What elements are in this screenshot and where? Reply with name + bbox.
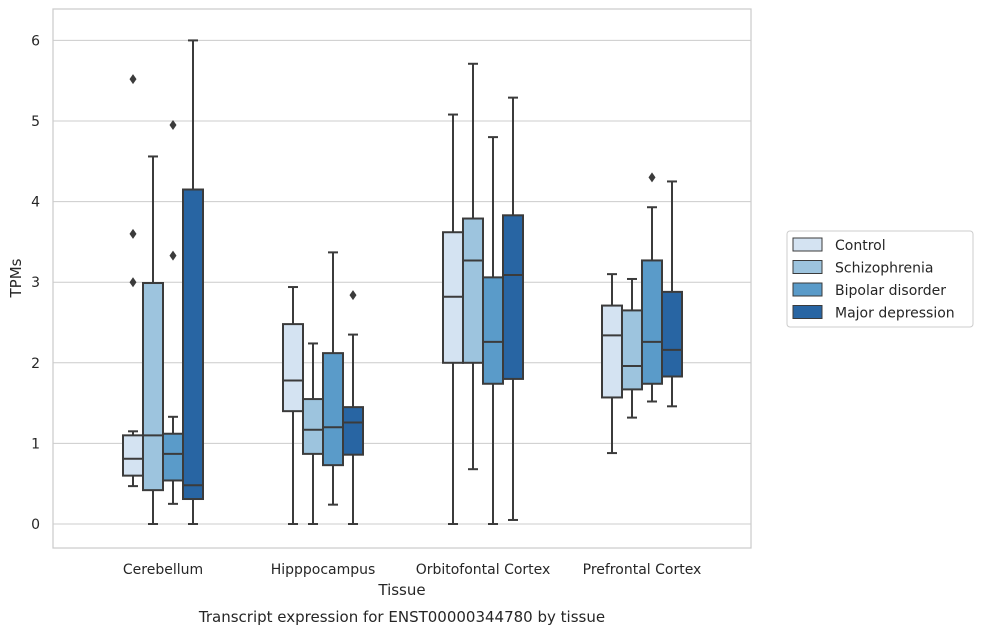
y-tick-label: 5 bbox=[31, 114, 40, 130]
y-tick-label: 3 bbox=[31, 275, 40, 291]
box-1-2 bbox=[322, 251, 344, 506]
iqr-box bbox=[462, 217, 484, 364]
iqr-box bbox=[142, 282, 164, 492]
box-3-0 bbox=[601, 273, 623, 455]
outlier-point bbox=[648, 172, 656, 183]
box-1-0 bbox=[282, 286, 304, 525]
y-tick-label: 1 bbox=[31, 436, 40, 452]
outlier-point bbox=[129, 228, 137, 239]
y-tick-label: 0 bbox=[31, 517, 40, 533]
chart-caption: Transcript expression for ENST0000034478… bbox=[198, 608, 605, 626]
legend-frame bbox=[786, 230, 974, 328]
box-2-1 bbox=[462, 62, 484, 471]
outlier-point bbox=[169, 250, 177, 261]
iqr-box bbox=[162, 432, 184, 482]
legend: Control Schizophrenia Bipolar disorder Majo… bbox=[786, 230, 974, 328]
box-1-3 bbox=[342, 290, 364, 525]
iqr-box bbox=[482, 276, 504, 385]
box-0-1 bbox=[142, 155, 164, 525]
legend-label: Major depression bbox=[835, 306, 955, 322]
iqr-box bbox=[621, 309, 643, 391]
box-2-2 bbox=[482, 136, 504, 525]
legend-label: Control bbox=[835, 238, 886, 254]
box-1-1 bbox=[302, 342, 324, 525]
y-tick-label: 4 bbox=[31, 195, 40, 211]
y-axis-label: TPMs bbox=[7, 258, 25, 298]
box-3-3 bbox=[661, 180, 683, 408]
iqr-box bbox=[302, 398, 324, 455]
iqr-box bbox=[342, 406, 364, 456]
iqr-box bbox=[122, 434, 144, 477]
outlier-point bbox=[169, 120, 177, 131]
outlier-point bbox=[129, 74, 137, 85]
legend-label: Bipolar disorder bbox=[835, 283, 946, 299]
x-tick-label: Hipppocampus bbox=[271, 562, 376, 578]
x-tick-labels: Cerebellum Hipppocampus Orbitofontal Corte… bbox=[123, 562, 701, 578]
iqr-box bbox=[502, 214, 524, 380]
box-0-0 bbox=[122, 74, 144, 488]
outlier-point bbox=[349, 290, 357, 301]
iqr-box bbox=[661, 290, 683, 378]
x-axis-label: Tissue bbox=[377, 581, 425, 599]
x-tick-label: Cerebellum bbox=[123, 562, 203, 578]
box-3-1 bbox=[621, 277, 643, 419]
outlier-point bbox=[129, 277, 137, 288]
box-2-0 bbox=[442, 113, 464, 525]
iqr-box bbox=[282, 323, 304, 413]
iqr-box bbox=[182, 188, 204, 501]
y-tick-labels: 0 1 2 3 4 5 6 bbox=[31, 33, 40, 533]
box-plot-marks bbox=[122, 39, 683, 525]
y-tick-label: 6 bbox=[31, 33, 40, 49]
legend-swatch bbox=[792, 260, 823, 274]
y-tick-label: 2 bbox=[31, 356, 40, 372]
iqr-box bbox=[322, 352, 344, 467]
iqr-box bbox=[641, 259, 663, 385]
box-2-3 bbox=[502, 96, 524, 521]
legend-swatch bbox=[792, 305, 823, 319]
x-tick-label: Orbitofontal Cortex bbox=[416, 562, 551, 578]
legend-swatch bbox=[792, 282, 823, 297]
box-0-3 bbox=[182, 39, 204, 525]
legend-label: Schizophrenia bbox=[835, 261, 933, 277]
plot-frame bbox=[52, 8, 752, 549]
box-0-2 bbox=[162, 120, 184, 505]
box-3-2 bbox=[641, 172, 663, 403]
iqr-box bbox=[601, 304, 623, 399]
x-tick-label: Prefrontal Cortex bbox=[583, 562, 702, 578]
legend-swatch bbox=[792, 237, 823, 252]
